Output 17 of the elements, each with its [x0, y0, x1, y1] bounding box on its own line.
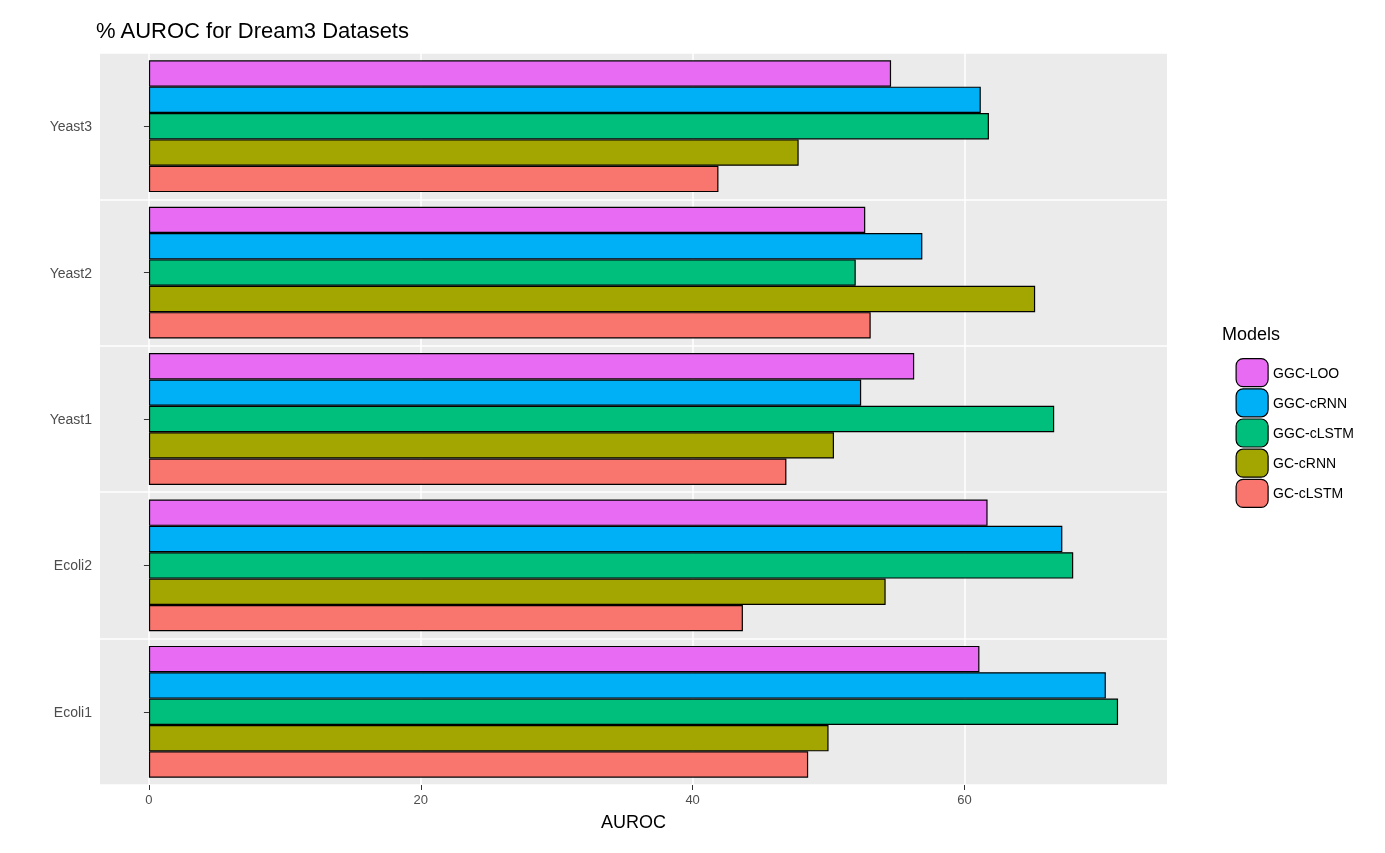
y-tick-label: Ecoli2: [53, 557, 93, 574]
x-tick-label: 40: [685, 792, 700, 807]
chart-title: % AUROC for Dream3 Datasets: [96, 17, 409, 43]
y-tick-label: Ecoli1: [53, 703, 93, 720]
y-tick-label: Yeast1: [49, 411, 93, 427]
legend-label: GC-cLSTM: [1273, 485, 1344, 502]
legend-label: GGC-cLSTM: [1273, 425, 1354, 441]
x-tick-label: 20: [413, 792, 429, 807]
x-tick-label: 60: [957, 792, 972, 807]
y-tick-label: Yeast3: [49, 118, 93, 135]
legend-label: GGC-LOO: [1273, 364, 1340, 381]
x-tick-label: 0: [145, 792, 153, 807]
legend-label: GC-cRNN: [1273, 455, 1337, 472]
legend-label: GGC-cRNN: [1273, 394, 1347, 411]
y-tick-label: Yeast2: [49, 264, 93, 281]
x-axis-title: AUROC: [600, 812, 667, 832]
legend-title: Models: [1222, 324, 1281, 344]
